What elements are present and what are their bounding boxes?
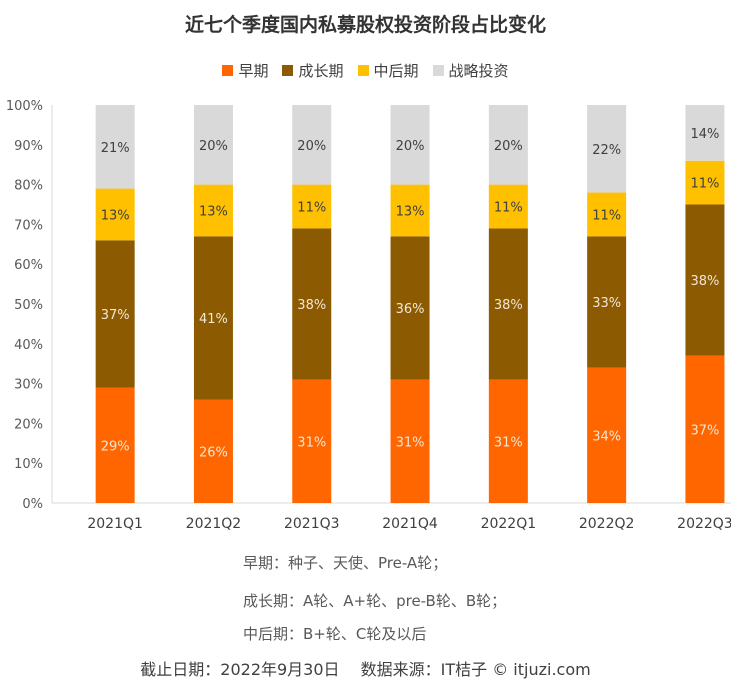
bar-segment: [95, 240, 135, 388]
data-label: 29%: [101, 439, 130, 454]
y-tick-label: 20%: [14, 417, 43, 432]
data-label: 36%: [396, 302, 425, 317]
y-tick-label: 10%: [14, 457, 43, 472]
bar-segment: [685, 355, 725, 503]
legend-label: 早期: [238, 62, 269, 80]
legend-item: 战略投资: [432, 60, 509, 81]
chart-title: 近七个季度国内私募股权投资阶段占比变化: [184, 14, 546, 36]
x-tick-label: 2021Q3: [284, 516, 340, 532]
bar-segment: [587, 192, 627, 237]
data-label: 11%: [592, 208, 621, 223]
note-early: 早期：种子、天使、Pre-A轮；: [243, 554, 448, 572]
data-label: 11%: [297, 200, 326, 215]
bar-segment: [685, 204, 725, 356]
data-label: 20%: [297, 139, 326, 154]
x-tick-label: 2022Q3: [677, 516, 731, 532]
data-label: 37%: [690, 423, 719, 438]
legend: 早期 成长期 中后期 战略投资: [0, 60, 731, 81]
bar-segment: [488, 105, 528, 185]
bar-segment: [292, 379, 332, 503]
y-tick-label: 90%: [14, 139, 43, 154]
legend-label: 战略投资: [448, 62, 509, 80]
bar-segment: [587, 105, 627, 193]
data-label: 21%: [101, 141, 130, 156]
legend-item: 中后期: [357, 60, 419, 81]
y-tick-label: 50%: [14, 298, 43, 313]
y-tick-label: 0%: [22, 497, 43, 512]
data-label: 11%: [690, 177, 719, 192]
bar-segment: [95, 387, 135, 503]
data-label: 31%: [494, 435, 523, 450]
bar-segment: [587, 236, 627, 368]
bar-segment: [685, 105, 725, 161]
legend-label: 中后期: [373, 62, 419, 80]
y-tick-label: 70%: [14, 218, 43, 233]
bar-segment: [390, 379, 430, 503]
bar-segment: [292, 228, 332, 380]
data-label: 41%: [199, 312, 228, 327]
bar-segment: [488, 184, 528, 229]
y-tick-label: 80%: [14, 179, 43, 194]
legend-item: 早期: [222, 60, 268, 81]
bar-segment: [193, 236, 233, 400]
data-label: 37%: [101, 308, 130, 323]
bar-segment: [292, 105, 332, 185]
bar-segment: [95, 188, 135, 241]
data-label: 38%: [690, 274, 719, 289]
bar-segment: [587, 367, 627, 503]
data-label: 31%: [297, 435, 326, 450]
footer-source: 截止日期：2022年9月30日 数据来源：IT桔子 © itjuzi.com: [140, 660, 591, 679]
legend-swatch: [357, 65, 369, 76]
legend-item: 成长期: [282, 60, 344, 81]
data-label: 13%: [101, 208, 130, 223]
bar-segment: [390, 105, 430, 185]
legend-swatch: [222, 65, 234, 76]
data-label: 11%: [494, 200, 523, 215]
x-tick-label: 2021Q4: [382, 516, 438, 532]
legend-label: 成长期: [298, 62, 344, 80]
note-late: 中后期：B+轮、C轮及以后: [243, 625, 427, 643]
data-label: 22%: [592, 143, 621, 158]
data-label: 14%: [690, 127, 719, 142]
data-label: 20%: [494, 139, 523, 154]
note-growth: 成长期：A轮、A+轮、pre-B轮、B轮；: [243, 592, 507, 610]
bar-segment: [95, 105, 135, 189]
data-label: 20%: [396, 139, 425, 154]
bar-segment: [685, 160, 725, 205]
y-tick-label: 60%: [14, 258, 43, 273]
data-label: 38%: [297, 298, 326, 313]
legend-swatch: [432, 65, 444, 76]
x-tick-label: 2021Q2: [186, 516, 242, 532]
data-label: 20%: [199, 139, 228, 154]
bar-segment: [390, 184, 430, 237]
data-label: 13%: [396, 204, 425, 219]
x-tick-label: 2022Q2: [579, 516, 635, 532]
y-tick-label: 40%: [14, 338, 43, 353]
bar-segment: [390, 236, 430, 380]
data-label: 38%: [494, 298, 523, 313]
data-label: 13%: [199, 204, 228, 219]
data-label: 31%: [396, 435, 425, 450]
x-tick-label: 2022Q1: [481, 516, 537, 532]
y-tick-label: 100%: [6, 99, 43, 114]
bar-segment: [488, 228, 528, 380]
legend-swatch: [282, 65, 294, 76]
bar-segment: [193, 184, 233, 237]
stacked-bar-chart: 0% 10% 20% 30% 40% 50% 60% 70% 80% 90% 100% 29% 37% 1…: [6, 99, 731, 532]
bar-segment: [292, 184, 332, 229]
data-label: 34%: [592, 429, 621, 444]
bar-segment: [193, 399, 233, 503]
data-label: 26%: [199, 445, 228, 460]
data-label: 33%: [592, 296, 621, 311]
y-tick-label: 30%: [14, 378, 43, 393]
bar-segment: [488, 379, 528, 503]
x-tick-label: 2021Q1: [87, 516, 143, 532]
bar-segment: [193, 105, 233, 185]
